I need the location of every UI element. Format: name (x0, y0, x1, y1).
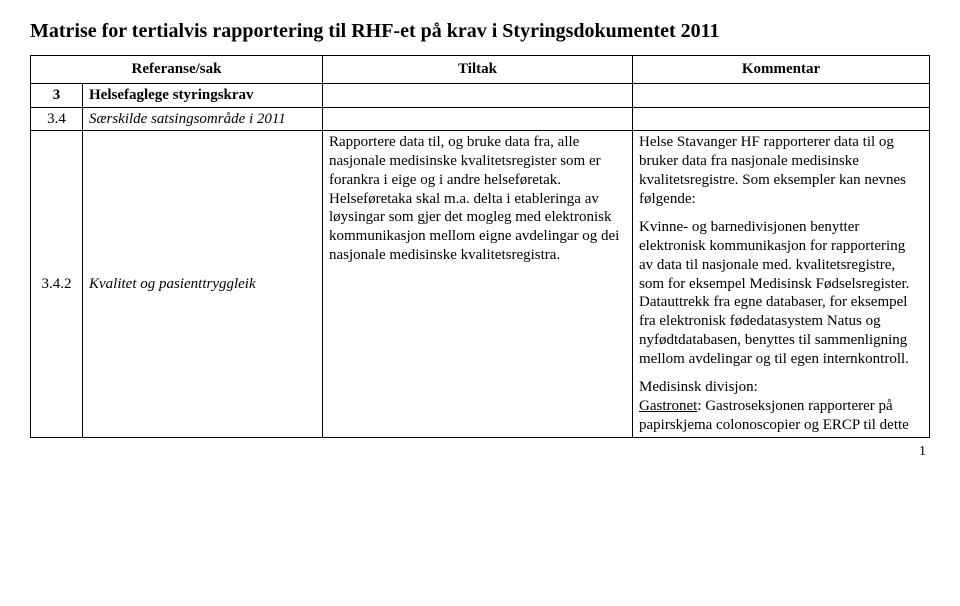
row-kommentar-empty (633, 107, 930, 131)
ref-text: Kvalitet og pasienttryggleik (89, 276, 256, 292)
report-table: Referanse/sak Tiltak Kommentar 3 Helsefa… (30, 55, 930, 438)
kommentar-underlined: Gastronet (639, 398, 697, 414)
section-tiltak-empty (323, 83, 633, 107)
header-tiltak: Tiltak (323, 56, 633, 84)
kommentar-paragraph: Kvinne- og barnedivisjonen benytter elek… (639, 218, 923, 368)
row-tiltak: Rapportere data til, og bruke data fra, … (323, 131, 633, 437)
row-tiltak-empty (323, 107, 633, 131)
page-number: 1 (30, 444, 930, 460)
table-header-row: Referanse/sak Tiltak Kommentar (31, 56, 930, 84)
section-row: 3 Helsefaglege styringskrav (31, 83, 930, 107)
header-ref: Referanse/sak (31, 56, 323, 84)
section-kommentar-empty (633, 83, 930, 107)
kommentar-division-label: Medisinsk divisjon: (639, 379, 758, 395)
page-title: Matrise for tertialvis rapportering til … (30, 20, 930, 43)
row-number: 3.4 (31, 107, 83, 131)
table-row: 3.4 Særskilde satsingsområde i 2011 (31, 107, 930, 131)
section-number: 3 (31, 83, 83, 107)
row-ref: Særskilde satsingsområde i 2011 (83, 107, 323, 131)
table-row: 3.4.2 Kvalitet og pasienttryggleik Rappo… (31, 131, 930, 437)
kommentar-paragraph: Helse Stavanger HF rapporterer data til … (639, 133, 923, 208)
section-label: Helsefaglege styringskrav (83, 83, 323, 107)
row-ref: Kvalitet og pasienttryggleik (83, 131, 323, 437)
row-number: 3.4.2 (31, 131, 83, 437)
ref-text: Særskilde satsingsområde i 2011 (89, 111, 286, 127)
kommentar-paragraph: Medisinsk divisjon: Gastronet: Gastrosek… (639, 378, 923, 434)
row-kommentar: Helse Stavanger HF rapporterer data til … (633, 131, 930, 437)
header-kommentar: Kommentar (633, 56, 930, 84)
